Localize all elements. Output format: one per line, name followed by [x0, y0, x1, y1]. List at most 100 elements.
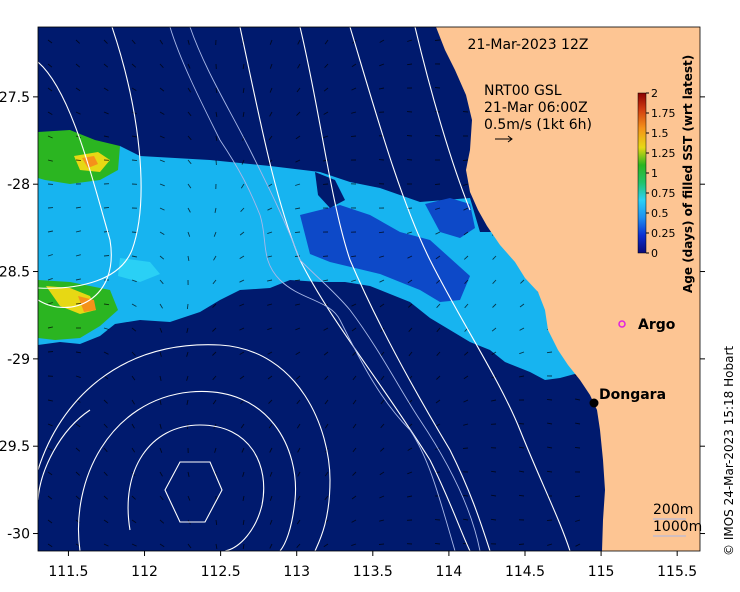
current-vector: [435, 207, 441, 210]
current-vector: [212, 327, 217, 332]
current-vector: [241, 159, 245, 165]
x-tick-label: 112.5: [201, 564, 241, 580]
current-vector: [212, 351, 217, 356]
colorbar-tick-label: 0.5: [651, 207, 669, 220]
current-vector: [351, 519, 357, 523]
current-vector: [267, 231, 273, 235]
argo-marker-icon[interactable]: [618, 320, 626, 328]
current-vector: [351, 327, 357, 332]
current-vector: [103, 303, 110, 306]
current-legend-line1: NRT00 GSL: [484, 83, 562, 99]
current-vector: [491, 375, 497, 379]
current-vector: [296, 87, 301, 93]
current-vector: [187, 39, 190, 45]
current-vector: [240, 207, 245, 213]
current-vector: [75, 519, 81, 524]
current-vector: [159, 255, 165, 260]
current-legend-line3: 0.5m/s (1kt 6h): [484, 117, 592, 133]
current-vector: [103, 543, 109, 547]
current-vector: [436, 303, 441, 309]
current-vector: [242, 471, 245, 477]
colorbar-tick-label: 0.25: [651, 227, 676, 240]
sst-patch-dark: [315, 172, 345, 208]
current-vector: [294, 231, 301, 234]
current-vector: [269, 111, 273, 117]
dongara-marker-icon[interactable]: [589, 398, 599, 408]
current-vector: [324, 423, 329, 429]
current-vector: [435, 279, 441, 284]
current-vector: [131, 279, 137, 283]
current-vector: [435, 255, 441, 260]
current-vector: [159, 543, 165, 548]
current-vector: [47, 447, 53, 451]
current-vector: [47, 495, 53, 500]
depth-label-200m: 200m: [653, 502, 693, 518]
current-vector: [269, 63, 273, 69]
current-vector: [267, 351, 273, 355]
current-vector: [159, 159, 165, 163]
current-vector: [131, 303, 137, 307]
x-tick-label: 113.5: [353, 564, 393, 580]
current-vector: [519, 351, 525, 355]
current-vector: [187, 87, 192, 93]
current-vector: [240, 183, 245, 189]
current-vector: [518, 543, 525, 545]
current-vector: [187, 543, 192, 549]
current-vector: [267, 303, 273, 306]
current-vector: [47, 111, 53, 115]
current-vector: [242, 135, 245, 141]
current-vector: [490, 518, 497, 521]
current-vector: [186, 303, 189, 310]
current-vector: [103, 111, 109, 115]
current-vector: [242, 111, 245, 117]
x-tick-label: 112: [131, 564, 158, 580]
current-vector: [242, 495, 245, 501]
current-vector: [242, 63, 245, 69]
current-vector: [103, 63, 109, 68]
current-vector: [463, 183, 469, 186]
current-vector: [103, 87, 109, 91]
current-vector: [575, 543, 581, 547]
current-vector: [491, 470, 497, 473]
current-vector: [186, 375, 189, 381]
current-vector: [187, 183, 192, 189]
current-vector: [463, 231, 469, 236]
current-vector: [547, 422, 553, 425]
current-vector: [186, 327, 189, 334]
current-vector: [212, 399, 217, 405]
current-vector: [297, 63, 301, 69]
current-vector: [464, 303, 469, 309]
current-vector: [186, 399, 189, 405]
current-vector: [103, 327, 109, 330]
current-vector: [407, 63, 413, 66]
current-vector: [103, 447, 108, 453]
current-vector: [294, 303, 301, 306]
current-vector: [214, 447, 217, 453]
current-vector: [407, 279, 413, 284]
sst-patch-orange: [78, 296, 96, 312]
current-vector: [267, 279, 273, 282]
colorbar: [637, 92, 647, 254]
current-vector: [407, 303, 413, 308]
current-vector: [131, 135, 137, 138]
current-vector: [574, 495, 581, 498]
current-vector: [351, 63, 357, 68]
current-vector: [379, 447, 385, 452]
current-vector: [75, 63, 81, 68]
colorbar-ticks: 0 0.25 0.5 0.75 1 1.25 1.5 1.75 2: [646, 87, 676, 260]
current-vector: [351, 543, 357, 547]
current-vector: [519, 375, 525, 378]
current-vector: [267, 327, 273, 331]
current-vector: [492, 303, 497, 308]
current-vector: [215, 543, 218, 549]
current-vector: [159, 231, 165, 235]
current-vector: [296, 423, 301, 429]
current-vector: [75, 87, 81, 92]
current-vector: [297, 495, 301, 501]
current-vector: [159, 39, 164, 45]
current-vector: [159, 63, 164, 69]
current-vector: [47, 302, 53, 305]
current-vector: [131, 495, 136, 500]
current-vector: [546, 519, 553, 522]
